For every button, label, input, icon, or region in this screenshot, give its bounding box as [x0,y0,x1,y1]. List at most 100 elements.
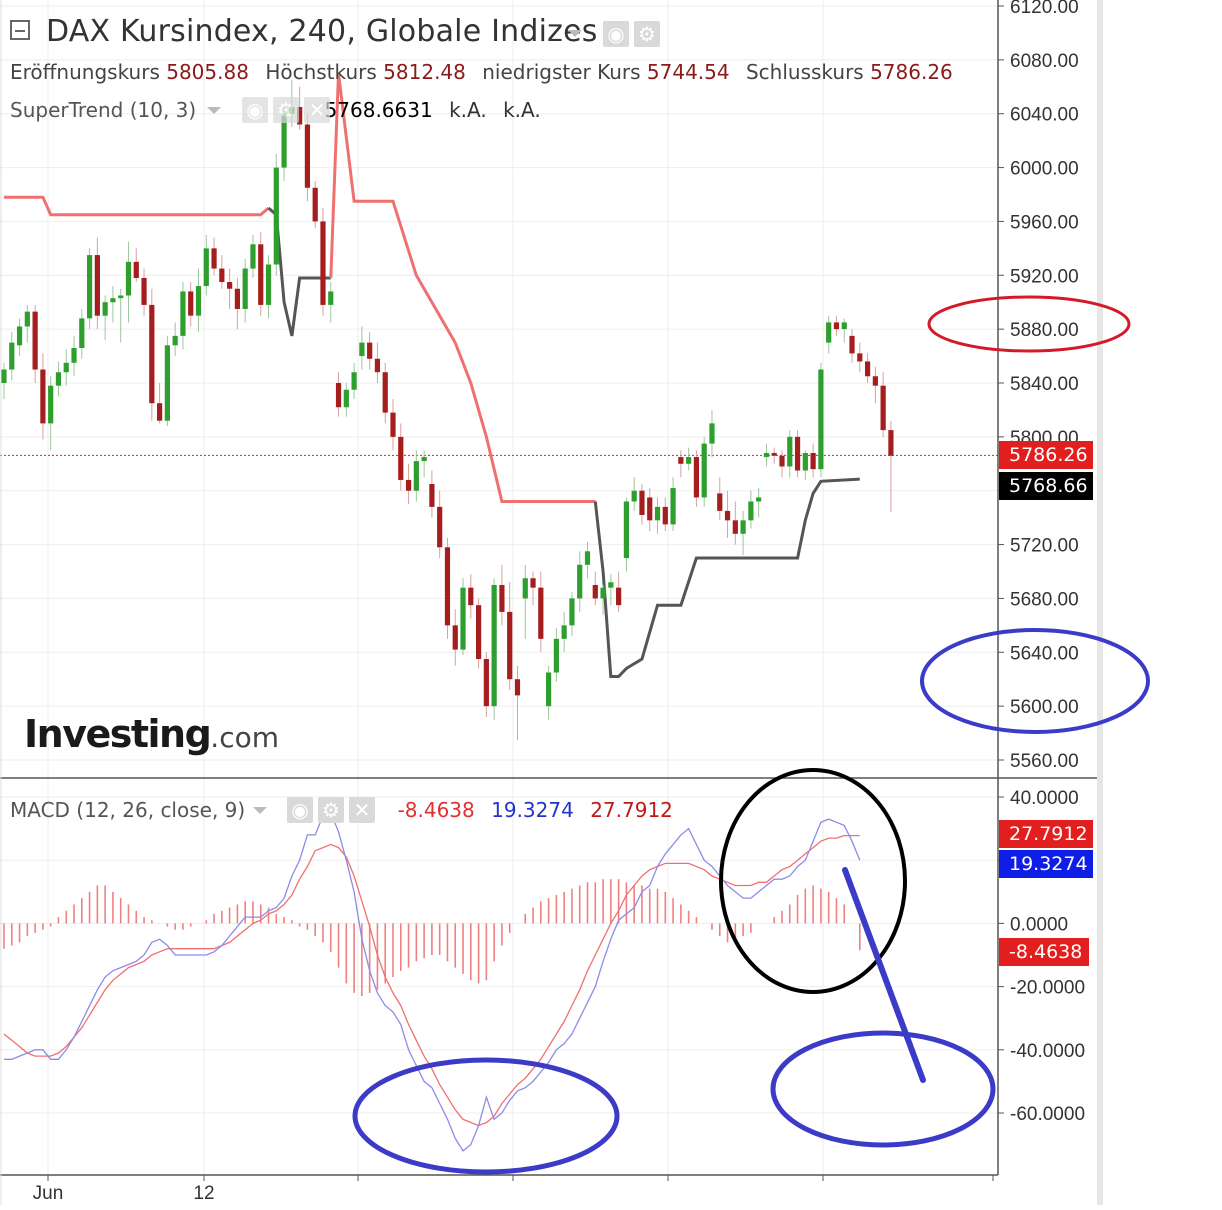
candle-body [546,672,552,707]
eye-icon[interactable]: ◉ [242,97,268,123]
annotation-black-ellipse [719,768,907,994]
candle-body [429,483,435,507]
price-axis: 6120.00 6080.00 6040.00 6000.00 5960.00 5920.… [0,0,1103,1205]
macd-value: 19.3274 [491,798,574,822]
signal-line [3,834,860,1127]
candle-body [444,547,451,626]
collapse-icon[interactable] [10,20,30,40]
candle-body [553,638,559,673]
supertrend-down-line [4,195,270,217]
supertrend-price-tag: 5768.66 [999,472,1093,500]
candle-body [468,587,474,606]
candle-body [273,167,279,265]
candle-body [413,461,419,491]
annotation-blue-arrow-line [842,867,926,1083]
price-tick-label: 5600.00 [1010,697,1079,718]
macd-tick-label: -20.0000 [1010,978,1085,999]
caret-down-icon[interactable] [568,30,582,37]
candle-body [460,587,466,650]
candle-body [367,342,373,359]
candle-body [133,261,139,278]
gear-icon[interactable]: ⚙ [318,797,344,823]
candle-body [654,506,661,521]
supertrend-na-2: k.A. [503,98,541,122]
candle-body [242,268,248,309]
supertrend-value: 5768.6631 [324,98,433,122]
chart-title: DAX Kursindex, 240, Globale Indizes [46,14,598,49]
price-tick-label: 5640.00 [1010,643,1079,664]
close-icon[interactable]: ✕ [304,97,330,123]
annotation-blue-ellipse [770,1030,996,1148]
candle-body [686,457,692,464]
candle-body [678,457,684,464]
candle-body [849,335,855,354]
candle-body [234,288,240,309]
candle-body [110,298,116,303]
price-series [0,73,998,740]
candle-body [569,598,575,626]
gear-icon[interactable]: ⚙ [634,21,660,47]
supertrend-label: SuperTrend (10, 3) [10,98,197,122]
candle-body [32,311,38,370]
gear-icon[interactable]: ⚙ [273,97,299,123]
candle-body [538,587,544,639]
candle-body [483,659,489,707]
candle-body [40,369,46,424]
candle-body [631,490,637,502]
candle-body [102,302,108,316]
candle-body [374,358,381,373]
close-price-tag: 5786.26 [999,441,1093,469]
candle-body [507,611,513,680]
low-label: niedrigster Kurs [482,60,641,84]
candle-body [709,423,715,444]
candle-body [662,506,668,525]
candle-body [16,326,23,346]
candle-body [55,372,62,386]
candle-body [514,679,521,696]
macd-signal-value: 27.7912 [590,798,673,822]
candle-body [79,318,85,348]
macd-tick-label: -60.0000 [1010,1104,1085,1125]
candle-body [172,335,178,346]
low-value: 5744.54 [646,60,730,84]
macd-label: MACD (12, 26, close, 9) [10,798,246,822]
price-tick-label: 5840.00 [1010,374,1079,395]
candle-body [748,501,754,521]
candle-body [740,520,746,534]
candle-body [1,369,7,383]
candle-body [164,345,170,421]
candle-body [872,376,878,386]
candle-body [86,255,93,319]
close-icon[interactable]: ✕ [349,797,375,823]
candle-body [157,403,163,421]
candle-body [297,106,303,125]
candle-body [304,124,311,188]
macd-value-tag: 19.3274 [999,850,1093,878]
price-tick-label: 5560.00 [1010,751,1079,772]
candle-body [24,311,30,327]
macd-legend: MACD (12, 26, close, 9) -8.4638 19.3274 … [10,798,673,822]
price-tick-label: 6000.00 [1010,159,1079,180]
candle-body [818,369,824,470]
candle-body [810,453,816,470]
candle-body [281,113,287,168]
candle-body [48,385,54,424]
macd-tick-label: 0.0000 [1010,914,1068,935]
eye-icon[interactable]: ◉ [287,797,313,823]
candle-body [717,493,723,511]
price-tick-label: 6120.00 [1010,0,1079,18]
eye-icon[interactable]: ◉ [603,21,629,47]
caret-down-icon[interactable] [207,107,221,114]
caret-down-icon[interactable] [253,807,267,814]
candle-body [437,506,443,548]
hist-value-tag: -8.4638 [999,938,1089,966]
candle-body [841,322,847,330]
candle-body [211,248,217,269]
candle-body [312,187,318,222]
annotations [352,295,1150,1175]
candle-body [802,453,808,471]
open-value: 5805.88 [166,60,249,84]
candle-body [320,221,326,305]
annotation-red-ellipse [927,295,1131,353]
